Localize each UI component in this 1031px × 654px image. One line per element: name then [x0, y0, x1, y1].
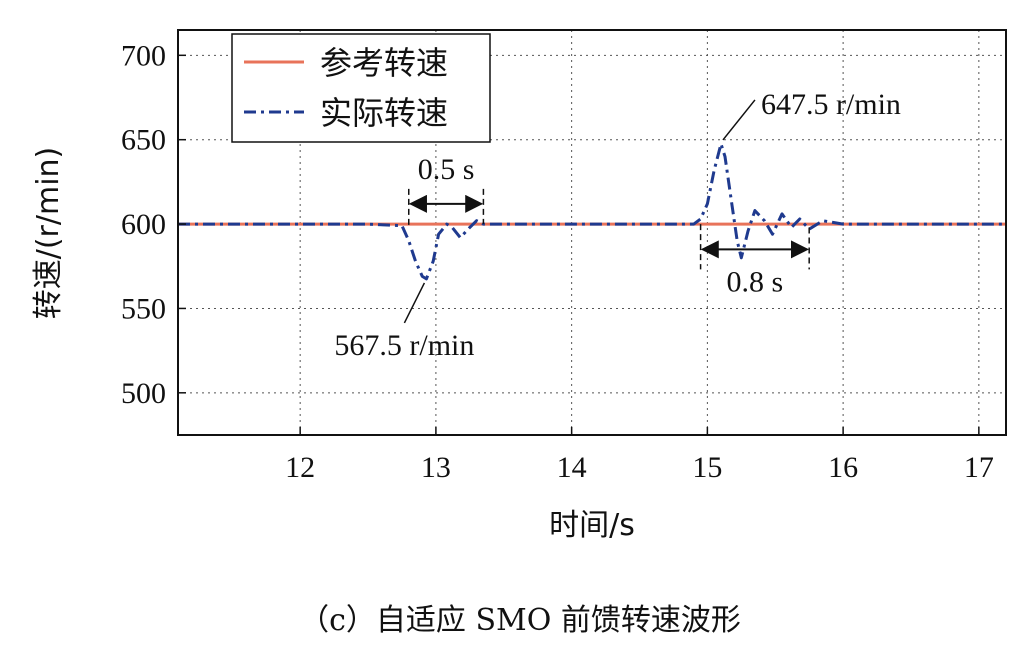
y-tick-label: 650 — [121, 124, 166, 157]
x-tick-label: 13 — [421, 451, 451, 484]
interval-label-0.5s: 0.5 s — [418, 153, 475, 186]
y-tick-label: 500 — [121, 377, 166, 410]
y-tick-label: 600 — [121, 208, 166, 241]
x-axis-title: 时间/s — [549, 508, 635, 543]
x-tick-label: 15 — [692, 451, 722, 484]
x-tick-label: 16 — [828, 451, 858, 484]
callout-line-min — [403, 282, 426, 324]
legend-box — [231, 33, 491, 143]
tick-labels: 12 13 14 15 16 17 500 550 600 650 700 — [121, 39, 994, 484]
callout-label-max: 647.5 r/min — [761, 88, 901, 121]
y-tick-label: 550 — [121, 292, 166, 325]
series-layer — [178, 142, 1006, 281]
legend-label-actual: 实际转速 — [320, 94, 448, 132]
series-line-actual — [178, 142, 1006, 281]
x-tick-label: 14 — [557, 451, 587, 484]
legend: 参考转速 实际转速 — [231, 33, 491, 143]
figure-caption: （c）自适应 SMO 前馈转速波形 — [299, 603, 741, 638]
plot-frame — [177, 29, 1007, 436]
annotation-layer: 0.5 s 0.8 s 567.5 r/min 647.5 r/min — [334, 88, 901, 362]
legend-label-reference: 参考转速 — [320, 44, 448, 82]
x-tick-label: 17 — [964, 451, 994, 484]
interval-label-0.8s: 0.8 s — [727, 265, 784, 298]
callout-line-max — [722, 99, 756, 141]
x-tick-label: 12 — [285, 451, 315, 484]
y-tick-label: 700 — [121, 39, 166, 72]
y-axis-title: 转速/(r/min) — [31, 147, 66, 320]
callout-label-min: 567.5 r/min — [334, 329, 474, 362]
